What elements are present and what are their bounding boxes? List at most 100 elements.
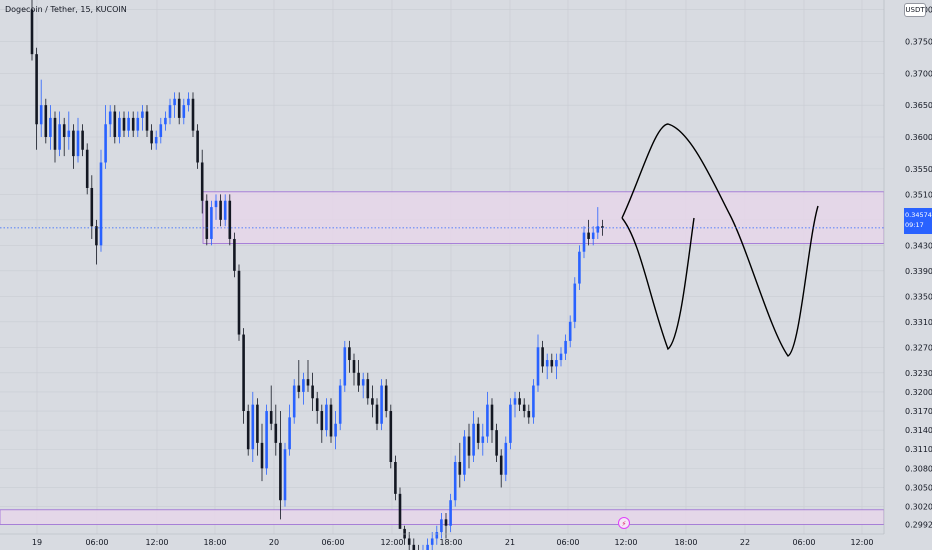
time-tick-label: 06:00 (85, 538, 108, 547)
candle-body (490, 404, 494, 431)
candle-body (242, 334, 245, 412)
resistance-zone (202, 191, 885, 244)
candle-body (559, 353, 563, 361)
candle-body (578, 251, 581, 284)
candle-body (532, 385, 535, 418)
candle-body (62, 124, 66, 138)
freehand-projection-drawing[interactable] (621, 123, 819, 357)
candle-body (371, 398, 374, 405)
candle-body (568, 321, 572, 341)
candle-body (251, 404, 255, 450)
time-tick-label: 12:00 (380, 538, 403, 547)
candle-body (214, 200, 218, 208)
time-tick-label: 12:00 (614, 538, 637, 547)
candle-body (444, 519, 448, 526)
candle-body (274, 423, 278, 443)
candle-body (596, 226, 600, 233)
candle-body (403, 528, 406, 539)
lightning-icon[interactable]: ⚡ (618, 517, 630, 529)
candle-body (361, 379, 365, 386)
candle-body (527, 411, 531, 418)
candle-body (412, 544, 416, 550)
price-tick-label: 0.29920 (905, 520, 932, 529)
candle-body (334, 423, 337, 437)
candle-body (380, 385, 383, 424)
candle-body (136, 117, 140, 131)
candle-body (104, 124, 107, 163)
candle-body (44, 105, 48, 138)
candle-body (145, 111, 149, 131)
candle-body (283, 449, 287, 501)
candle-body (513, 398, 517, 405)
candle-body (168, 105, 172, 118)
candle-body (582, 232, 586, 252)
candle-body (467, 436, 471, 456)
candle-body (164, 117, 167, 125)
candle-body (108, 111, 112, 125)
candle-body (127, 117, 130, 131)
candle-body (260, 442, 264, 469)
candle-body (76, 130, 80, 157)
drawings[interactable] (621, 123, 819, 357)
candle-body (499, 455, 503, 475)
candle-body (329, 404, 333, 437)
candle-body (394, 461, 397, 494)
candle-body (463, 436, 466, 475)
candle-body (237, 270, 241, 335)
candle-body (39, 105, 43, 125)
time-tick-label: 20 (269, 538, 279, 547)
candle-body (311, 385, 314, 399)
time-tick-label: 18:00 (674, 538, 697, 547)
candle-body (196, 130, 199, 163)
candle-body (131, 117, 135, 131)
candle-body (269, 411, 273, 424)
candle-body (481, 436, 485, 443)
candle-body (430, 538, 434, 545)
candle-body (591, 232, 595, 239)
candle-body (233, 238, 236, 271)
candle-body (205, 200, 209, 239)
candle-body (265, 411, 268, 469)
candle-body (407, 538, 411, 545)
candle-body (122, 117, 126, 131)
candle-body (550, 360, 554, 367)
candle-body (375, 404, 379, 424)
currency-button[interactable]: USDT (904, 3, 926, 17)
current-price-label: 0.34574 09:17 (904, 208, 932, 234)
candle-body (426, 544, 429, 550)
time-tick-label: 22 (740, 538, 750, 547)
candle-body (306, 379, 310, 386)
candle-body (118, 117, 121, 138)
candle-body (435, 532, 439, 539)
candle-body (297, 385, 301, 392)
candle-body (458, 461, 462, 475)
chart-title: Dogecoin / Tether, 15, KUCOIN (5, 5, 127, 14)
candle-body (85, 149, 89, 188)
candle-body (352, 360, 356, 373)
candle-body (90, 187, 94, 227)
candle-body (191, 98, 195, 131)
time-tick-label: 18:00 (203, 538, 226, 547)
candle-body (95, 226, 98, 246)
candle-body (302, 379, 305, 392)
candle-body (555, 360, 558, 367)
time-tick-label: 12:00 (850, 538, 873, 547)
candle-body (177, 98, 181, 118)
candle-body (601, 226, 604, 228)
candle-body (509, 404, 512, 443)
